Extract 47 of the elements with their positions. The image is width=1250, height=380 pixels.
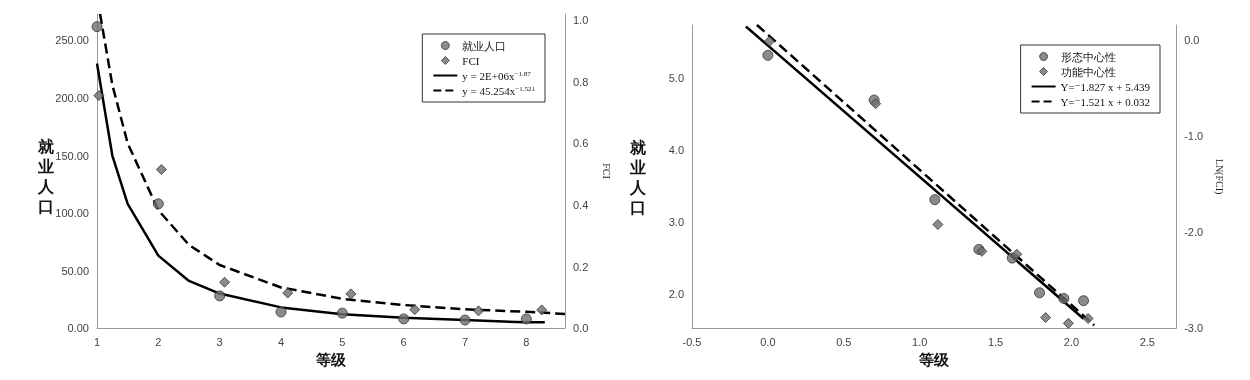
legend-label: 就业人口 <box>462 39 507 52</box>
y2-tick-label: 0.2 <box>573 260 589 273</box>
y2-tick-label: -1.0 <box>1184 130 1204 143</box>
x-tick-label: -0.5 <box>682 335 702 348</box>
x-tick-label: 0.5 <box>836 335 852 348</box>
y2-tick-label: 0.8 <box>573 75 589 88</box>
x-tick-label: 2.0 <box>1063 335 1080 348</box>
legend-label: Y=⁻1.521 x + 0.032 <box>1060 95 1151 108</box>
y2-tick-label: 1.0 <box>573 14 589 27</box>
y-axis-title: 就业人口 <box>629 137 647 218</box>
legend-label: Y=⁻1.827 x + 5.439 <box>1060 80 1151 93</box>
x-tick-label: 0.0 <box>760 335 776 348</box>
y-tick-label: 4.0 <box>668 143 684 156</box>
x-tick-label: 2 <box>155 335 162 348</box>
y-tick-label: 250.00 <box>55 34 89 47</box>
y-tick-label: 2.0 <box>668 288 684 301</box>
x-tick-label: 1.0 <box>912 335 928 348</box>
y2-axis-title: FCI <box>600 163 612 179</box>
legend-label: 形态中心性 <box>1060 50 1116 63</box>
x-tick-label: 6 <box>400 335 407 348</box>
y-axis-title: 就业人口 <box>37 137 55 217</box>
x-tick-label: 8 <box>523 335 530 348</box>
y2-tick-label: -3.0 <box>1184 322 1204 335</box>
x-tick-label: 2.5 <box>1139 335 1155 348</box>
y2-tick-label: 0.0 <box>573 322 589 335</box>
x-axis-title: 等级 <box>918 351 951 368</box>
legend-label: FCI <box>462 54 480 67</box>
y-tick-label: 3.0 <box>668 216 684 229</box>
y-tick-label: 100.00 <box>55 207 89 220</box>
y2-tick-label: 0.0 <box>1184 34 1200 47</box>
y2-axis-title: LN(FCI) <box>1212 158 1225 195</box>
x-tick-label: 7 <box>461 335 469 348</box>
y-tick-label: 150.00 <box>55 149 89 162</box>
x-tick-label: 3 <box>216 335 223 348</box>
x-tick-label: 1.5 <box>987 335 1004 348</box>
y-tick-label: 0.00 <box>67 322 89 335</box>
x-tick-label: 1 <box>93 335 101 348</box>
y2-tick-label: -2.0 <box>1184 226 1204 239</box>
x-axis-title: 等级 <box>315 351 347 368</box>
y2-tick-label: 0.4 <box>573 198 589 211</box>
y-tick-label: 200.00 <box>55 91 89 104</box>
y-tick-label: 5.0 <box>668 71 684 84</box>
legend-label: 功能中心性 <box>1060 65 1116 78</box>
y2-tick-label: 0.6 <box>573 137 589 150</box>
x-tick-label: 5 <box>339 335 346 348</box>
y-tick-label: 50.00 <box>61 264 89 277</box>
x-tick-label: 4 <box>277 335 285 348</box>
